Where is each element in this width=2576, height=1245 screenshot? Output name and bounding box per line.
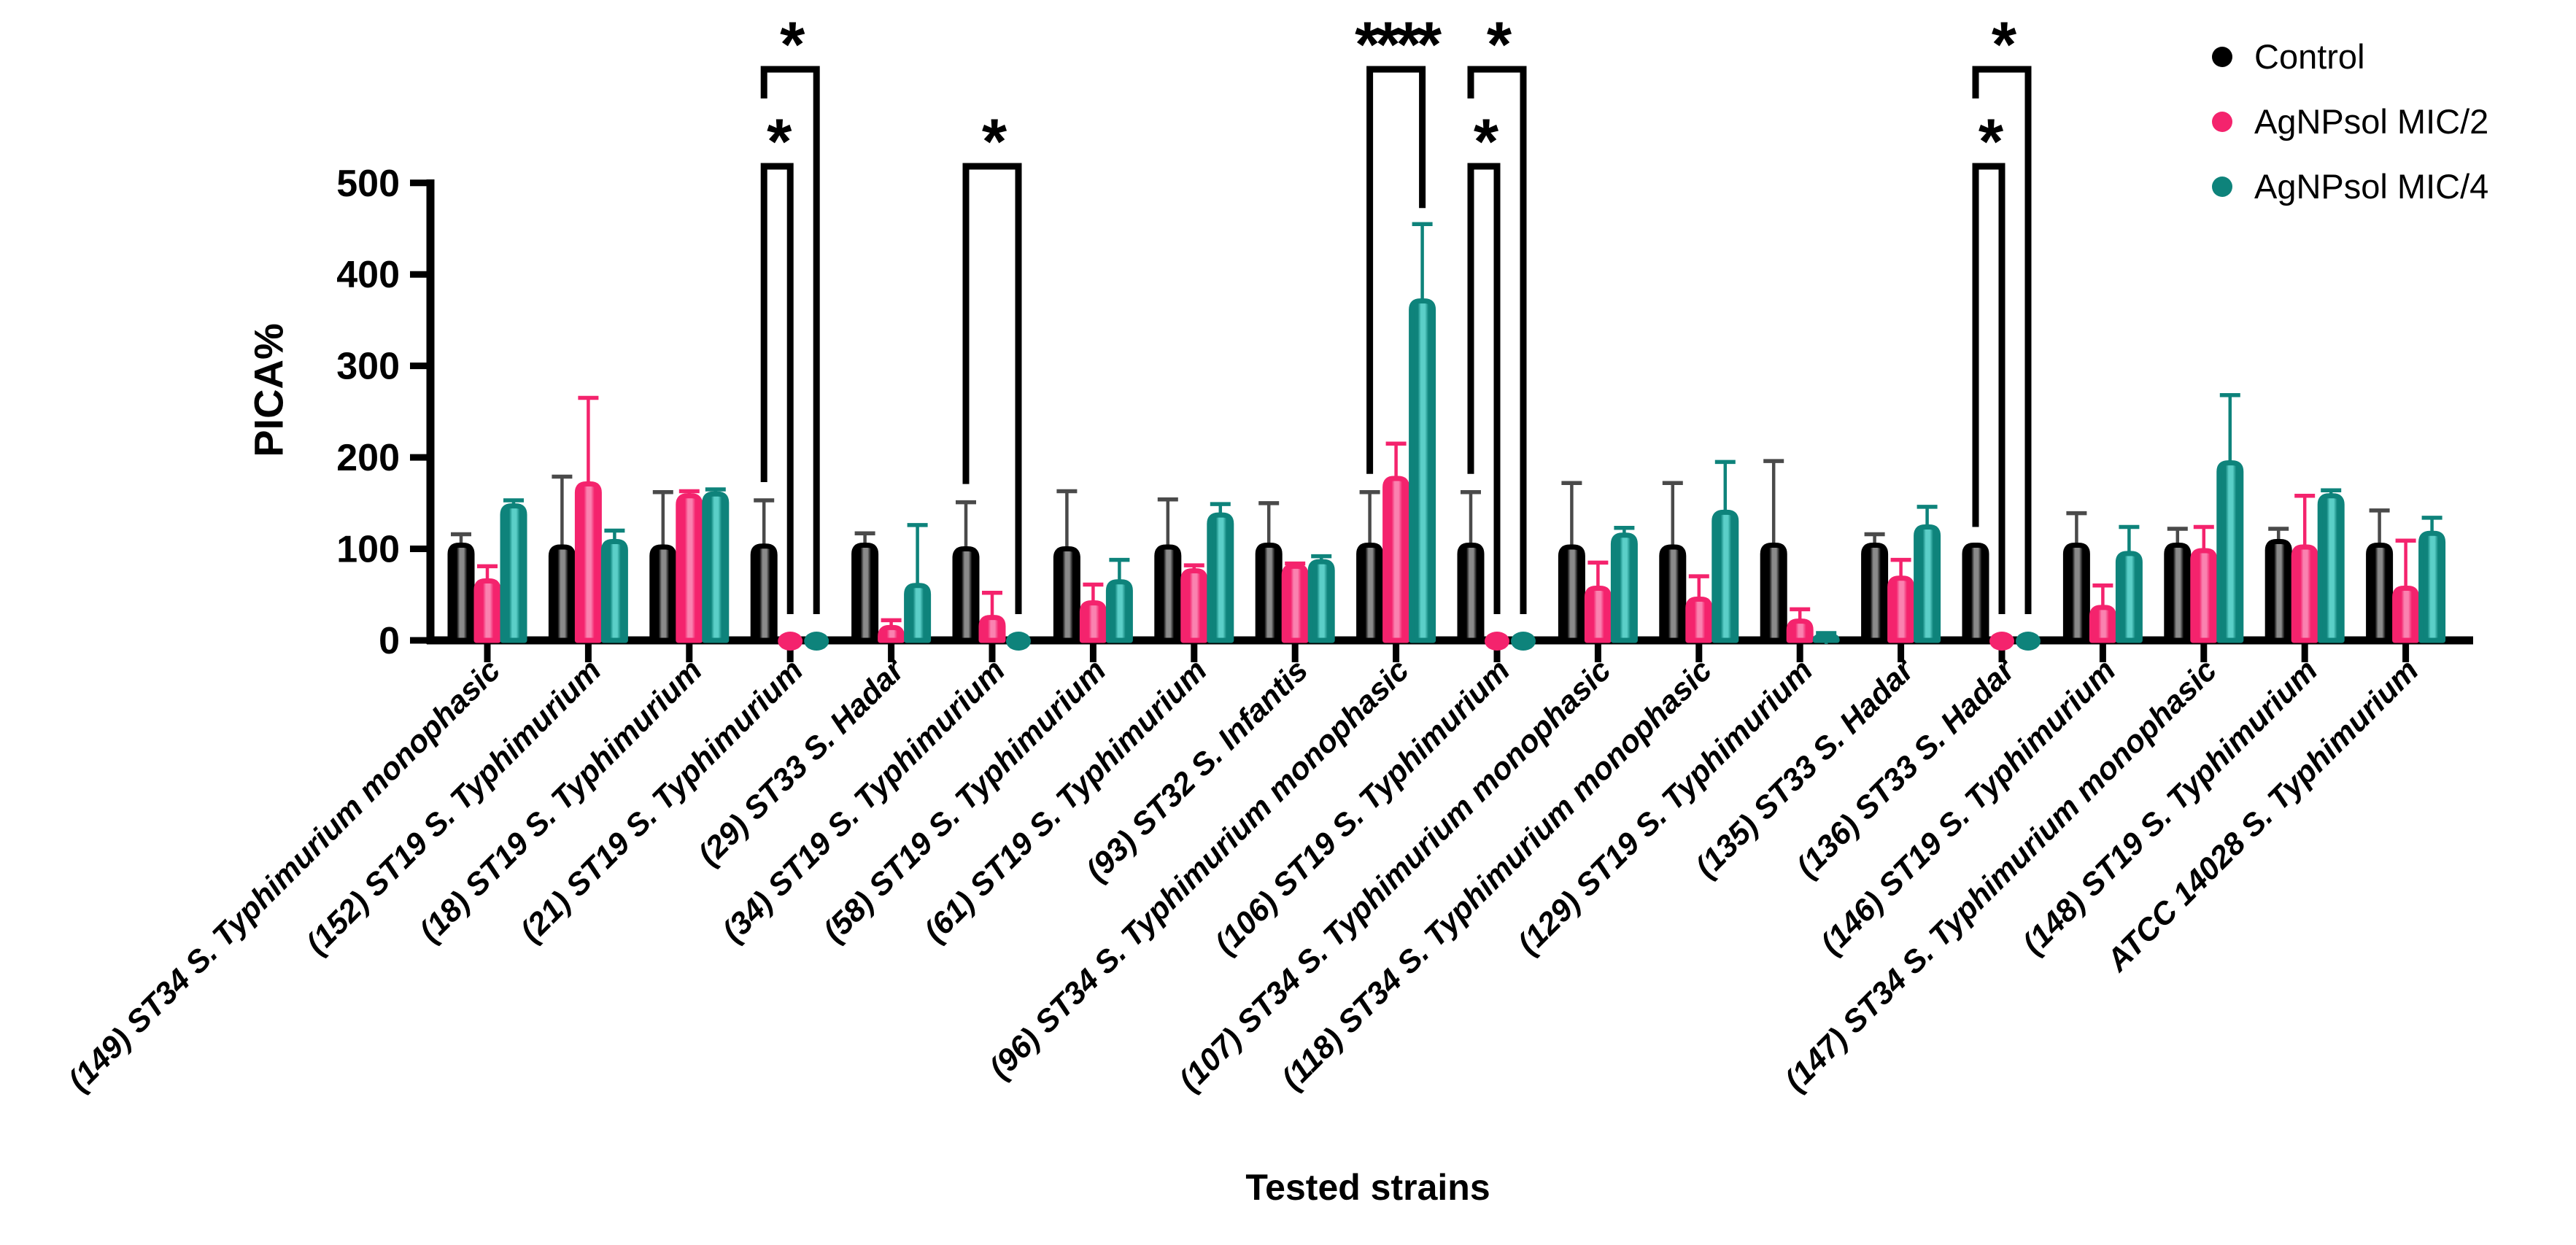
bar bbox=[1786, 618, 1814, 643]
bar bbox=[1281, 563, 1309, 643]
bar bbox=[2366, 543, 2394, 643]
bar bbox=[1079, 600, 1107, 643]
bar bbox=[1861, 543, 1889, 643]
bar bbox=[1180, 568, 1208, 643]
bar bbox=[574, 481, 602, 643]
legend-item-control: Control bbox=[2212, 36, 2488, 77]
significance-bracket bbox=[1366, 66, 1426, 474]
legend-dot-mic2-icon bbox=[2212, 111, 2232, 132]
bar bbox=[1610, 532, 1638, 643]
bar bbox=[750, 543, 778, 643]
legend-dot-mic4-icon bbox=[2212, 176, 2232, 197]
bar bbox=[904, 583, 932, 643]
significance-bracket bbox=[760, 66, 820, 614]
bar bbox=[1105, 579, 1133, 643]
bar bbox=[1154, 544, 1182, 643]
bar bbox=[1584, 585, 1612, 643]
zero-dot bbox=[1006, 632, 1031, 651]
x-axis-title: Tested strains bbox=[1245, 1167, 1490, 1208]
bar bbox=[1307, 559, 1335, 643]
bar bbox=[2291, 544, 2318, 643]
bar bbox=[1812, 634, 1840, 643]
significance-bracket bbox=[1972, 66, 2032, 614]
bar bbox=[1382, 476, 1410, 643]
bar bbox=[978, 615, 1006, 643]
significance-bracket bbox=[760, 163, 794, 614]
bar bbox=[2418, 530, 2446, 643]
y-tick-label: 0 bbox=[379, 620, 400, 662]
legend-item-mic4: AgNPsol MIC/4 bbox=[2212, 166, 2488, 206]
bar bbox=[1659, 544, 1687, 643]
bar bbox=[1711, 509, 1739, 643]
bar bbox=[1053, 546, 1080, 643]
significance-bracket bbox=[1972, 163, 2006, 614]
bar bbox=[447, 543, 475, 643]
bar bbox=[1457, 543, 1485, 643]
y-tick-label: 300 bbox=[336, 346, 400, 388]
bar bbox=[1356, 543, 1384, 643]
legend-label-control: Control bbox=[2254, 37, 2365, 76]
bar bbox=[1409, 298, 1436, 643]
zero-dot bbox=[2016, 632, 2041, 651]
bar bbox=[2115, 551, 2143, 643]
bar bbox=[2317, 493, 2345, 643]
bar bbox=[600, 539, 628, 643]
bar bbox=[2392, 585, 2420, 643]
significance-bracket bbox=[1467, 163, 1501, 614]
bar bbox=[1962, 543, 1989, 643]
bar bbox=[676, 493, 703, 643]
bar bbox=[2264, 539, 2292, 643]
bar bbox=[1207, 512, 1234, 643]
significance-bracket bbox=[962, 163, 1022, 614]
bar bbox=[649, 544, 677, 643]
y-axis-title: PICA% bbox=[245, 323, 292, 457]
y-tick-label: 500 bbox=[336, 163, 400, 205]
legend-label-mic4: AgNPsol MIC/4 bbox=[2254, 167, 2489, 206]
y-tick-label: 200 bbox=[336, 437, 400, 479]
zero-dot bbox=[778, 632, 803, 651]
bar bbox=[1760, 543, 1787, 643]
bar bbox=[2164, 543, 2192, 643]
bar bbox=[878, 624, 905, 643]
bar bbox=[851, 543, 879, 643]
bar bbox=[2089, 605, 2116, 643]
y-tick-label: 100 bbox=[336, 529, 400, 571]
bar bbox=[1558, 544, 1585, 643]
zero-dot bbox=[804, 632, 829, 651]
legend-item-mic2: AgNPsol MIC/2 bbox=[2212, 101, 2488, 141]
bar bbox=[473, 578, 501, 643]
chart-legend: Control AgNPsol MIC/2 AgNPsol MIC/4 bbox=[2212, 36, 2488, 206]
x-category-label: (149) ST34 S. Typhimurium monophasic bbox=[61, 653, 507, 1098]
y-tick-label: 400 bbox=[336, 254, 400, 296]
bar bbox=[952, 546, 980, 643]
bar bbox=[2216, 460, 2244, 643]
bar bbox=[2190, 548, 2218, 643]
bar bbox=[1255, 543, 1283, 643]
zero-dot bbox=[1485, 632, 1509, 651]
zero-dot bbox=[1511, 632, 1536, 651]
bar bbox=[548, 544, 576, 643]
bar bbox=[1685, 597, 1713, 643]
bar bbox=[702, 491, 730, 643]
significance-label: **** bbox=[1355, 8, 1442, 80]
zero-dot bbox=[1989, 632, 2014, 651]
bar bbox=[1887, 575, 1915, 643]
legend-label-mic2: AgNPsol MIC/2 bbox=[2254, 102, 2489, 141]
legend-dot-control-icon bbox=[2212, 46, 2232, 67]
significance-bracket bbox=[1467, 66, 1527, 614]
bar bbox=[500, 503, 527, 643]
bar bbox=[2062, 543, 2090, 643]
bar bbox=[1914, 524, 1941, 643]
